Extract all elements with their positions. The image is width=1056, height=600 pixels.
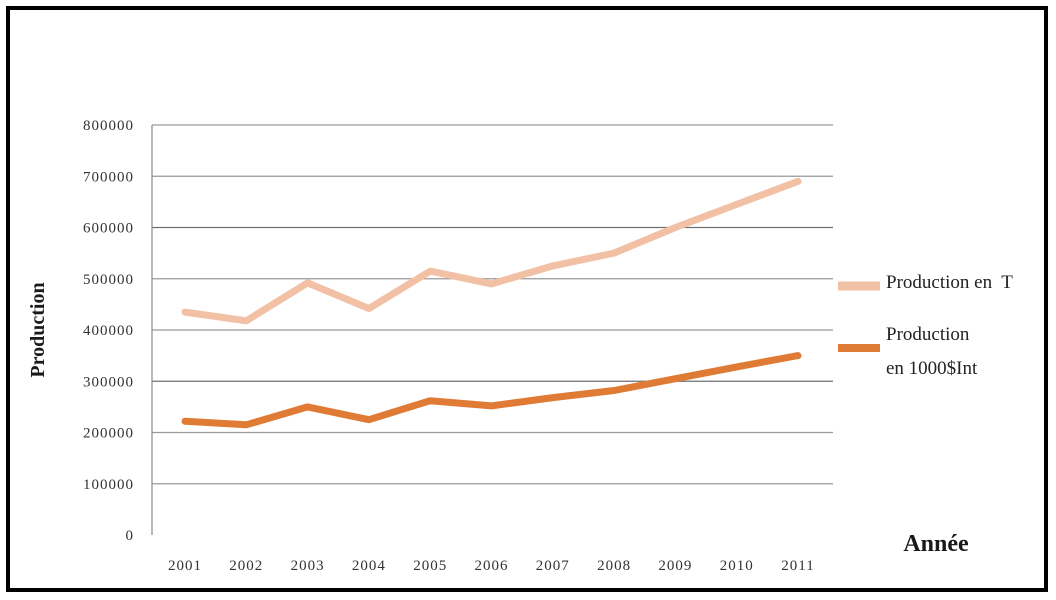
y-tick-label-300000: 300000 (83, 374, 134, 390)
x-tick-label-2010: 2010 (720, 558, 754, 574)
x-tick-label-2003: 2003 (291, 558, 325, 574)
data-point-series1-2006 (489, 281, 494, 287)
x-tick-label-2005: 2005 (413, 558, 447, 574)
x-tick-label-2009: 2009 (658, 558, 692, 574)
data-point-series1-2008 (611, 250, 617, 256)
x-tick-label-2006: 2006 (475, 558, 509, 574)
data-point-series2-2004 (366, 417, 372, 423)
x-tick-label-2011: 2011 (781, 558, 814, 574)
data-point-series1-2002 (243, 318, 249, 324)
y-axis-title: Production (27, 282, 49, 377)
chart-frame (6, 6, 1048, 592)
y-tick-label-0: 0 (126, 528, 135, 544)
data-point-series1-2009 (672, 225, 678, 230)
legend-label-2-line-1: Production (886, 324, 970, 345)
x-axis: 2001 2002 2003 2004 2005 2006 2007 2008 2009 2010… (168, 558, 814, 574)
data-point-series2-2002 (243, 422, 249, 428)
gridlines (152, 124, 833, 485)
data-point-series1-2001 (182, 309, 188, 315)
y-tick-label-600000: 600000 (83, 221, 134, 237)
data-point-series2-2007 (550, 395, 556, 401)
data-point-series2-2009 (672, 376, 678, 382)
y-tick-label-100000: 100000 (83, 477, 134, 493)
y-tick-label-500000: 500000 (83, 272, 134, 288)
x-tick-label-2007: 2007 (536, 558, 570, 574)
x-tick-label-2008: 2008 (597, 558, 631, 574)
x-tick-label-2002: 2002 (229, 558, 263, 574)
x-tick-label-2004: 2004 (352, 558, 386, 574)
x-axis-title: Année (903, 531, 969, 557)
y-axis: 0 100000 200000 300000 400000 500000 600000 700… (83, 118, 153, 544)
data-point-series1-2010 (734, 201, 740, 207)
data-point-series2-2003 (305, 404, 311, 410)
data-point-series2-2011 (795, 353, 801, 359)
series-lines (181, 177, 802, 429)
legend-label-1-line-1: Production en T (886, 272, 1013, 293)
data-point-series1-2004 (366, 305, 372, 311)
data-point-series2-2006 (489, 403, 494, 409)
legend: Production en T Production en 1000$Int (838, 272, 1013, 379)
data-point-series1-2007 (550, 263, 556, 269)
data-point-series2-2008 (611, 387, 617, 393)
y-tick-label-700000: 700000 (83, 169, 134, 185)
y-tick-label-800000: 800000 (83, 118, 134, 134)
data-point-series2-2001 (182, 418, 188, 424)
y-tick-label-200000: 200000 (83, 426, 134, 442)
data-point-series2-2010 (734, 364, 740, 370)
legend-label-2-line-2: en 1000$Int (886, 358, 978, 379)
data-point-series2-2005 (427, 398, 433, 404)
data-point-series1-2003 (305, 280, 311, 286)
series-line-2 (181, 352, 802, 429)
series-line-1 (181, 177, 802, 325)
data-point-series1-2011 (795, 178, 801, 184)
y-tick-label-400000: 400000 (83, 323, 134, 339)
x-tick-label-2001: 2001 (168, 558, 202, 574)
data-point-series1-2005 (427, 268, 433, 274)
